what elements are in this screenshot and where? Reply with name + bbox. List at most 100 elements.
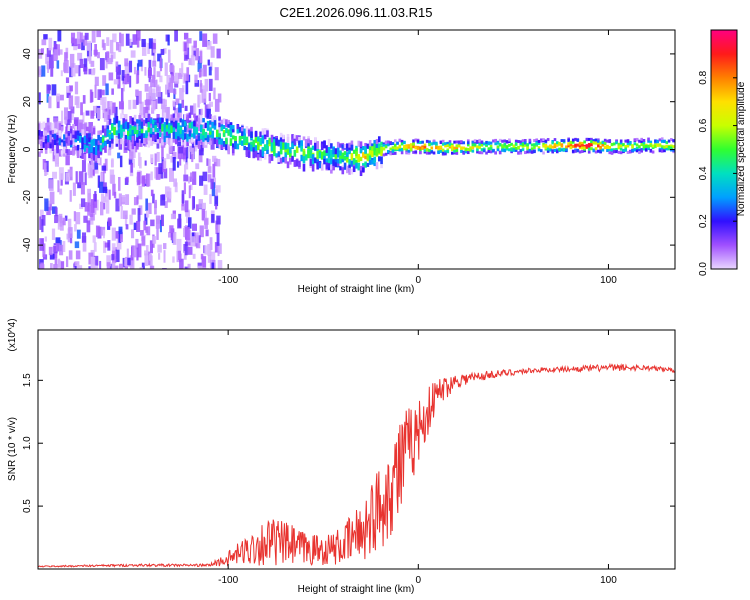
spectrogram-cell [236,124,240,131]
spectrogram-cell [133,140,137,147]
spectrogram-cell [108,140,112,148]
spectrogram-cell [284,144,288,150]
spectrogram-cell [204,131,208,139]
spectrogram-cell [85,126,89,132]
spectrogram-cell [124,121,128,130]
spectrogram-cell [112,183,116,196]
spectrogram-cell [156,132,160,140]
spectrogram-cell [336,147,340,156]
spectrogram-cell [217,140,221,149]
spectrogram-cell [74,138,78,143]
spectrogram-cell [150,219,155,227]
spectrogram-cell [111,143,114,149]
spectrogram-cell [185,80,189,95]
spectrogram-cell [49,148,53,154]
spectrogram-cell [441,139,445,143]
spectrogram-cell [57,180,60,193]
spectrogram-cell [403,146,406,150]
spectrogram-cell [471,149,475,153]
spectrogram-cell [132,34,138,45]
spectrogram-cell [446,141,450,145]
spectrogram-cell [291,138,294,144]
spectrogram-cell [63,62,67,72]
spectrogram-cell [84,172,87,186]
spectrogram-cell [114,249,120,263]
spectrogram-cell [163,250,166,263]
spectrogram-cell [120,138,123,145]
spectrogram-cell [167,49,171,63]
spectrogram-cell [606,149,609,153]
spectrogram-cell [109,39,114,54]
spectrogram-cell [565,148,568,152]
spectrogram-cell [364,161,367,168]
spectrogram-cell [178,103,182,113]
spectrogram-cell [40,123,43,130]
spectrogram-cell [194,80,200,87]
spectrogram-cell [122,118,126,124]
spectrogram-cell [148,59,152,69]
spectrogram-cell [63,150,66,157]
spectrogram-cell [53,139,57,146]
spectrogram-cell [171,76,175,83]
spectrogram-cell [428,143,431,147]
spectrogram-cell [104,141,107,148]
spectrogram-cell [199,144,204,156]
spectrogram-cell [199,83,203,93]
spectrogram-cell [291,155,294,162]
spectrogram-cell [117,76,121,89]
spectrogram-cell [72,130,75,135]
spectrogram-cell [216,232,220,246]
spectrogram-cell [83,35,88,46]
spectrogram-cell [63,146,66,154]
spectrogram-cell [175,98,180,106]
spectrogram-cell [295,146,299,153]
spectrogram-cell [198,69,202,78]
spectrogram-cell [348,167,351,175]
spectrogram-cell [628,141,632,145]
spectrogram-cell [144,213,148,225]
spectrogram-cell [487,147,491,151]
spectrogram-cell [496,148,500,152]
spectrogram-cell [514,148,518,152]
spectrogram-cell [81,159,86,172]
spectrogram-cell [364,151,367,157]
spectrogram-cell [261,149,265,157]
spectrogram-cell [189,184,193,190]
spectrogram-cell [197,135,201,142]
spectrogram-cell [141,236,146,246]
spectrogram-cell [334,154,338,160]
spectrogram-cell [99,130,103,135]
spectrogram-cell [67,135,71,143]
spectrogram-cell [327,165,331,171]
spectrogram-cell [141,262,145,269]
spectrogram-cell [608,145,612,149]
spectrogram-cell [603,138,607,142]
spectrogram-cell [46,84,51,94]
spectrogram-cell [480,140,484,144]
spectrogram-cell [512,146,516,150]
spectrogram-cell [65,77,70,84]
spectrogram-cell [519,143,523,147]
spectrogram-cell [164,62,168,76]
spectrogram-cell [314,137,317,143]
spectrogram-cell [435,142,438,146]
spectrogram-cell [145,130,148,136]
spectrogram-cell [51,84,57,96]
spectrogram-cell [200,253,204,260]
spectrogram-cell [610,151,614,155]
spectrogram-cell [47,135,50,143]
spectrogram-cell [517,151,520,155]
spectrogram-cell [161,135,164,142]
spectrogram-cell [336,141,340,148]
spectrogram-cell [384,145,388,149]
spectrogram-cell [174,72,180,84]
spectrogram-cell [581,144,584,148]
spectrogram-cell [184,140,187,148]
spectrogram-cell [181,120,185,127]
spectrogram-cell [44,198,49,211]
spectrogram-cell [206,137,210,142]
spectrogram-cell [200,133,203,140]
spectrogram-cell [252,144,256,151]
spectrogram-cell [142,137,146,145]
